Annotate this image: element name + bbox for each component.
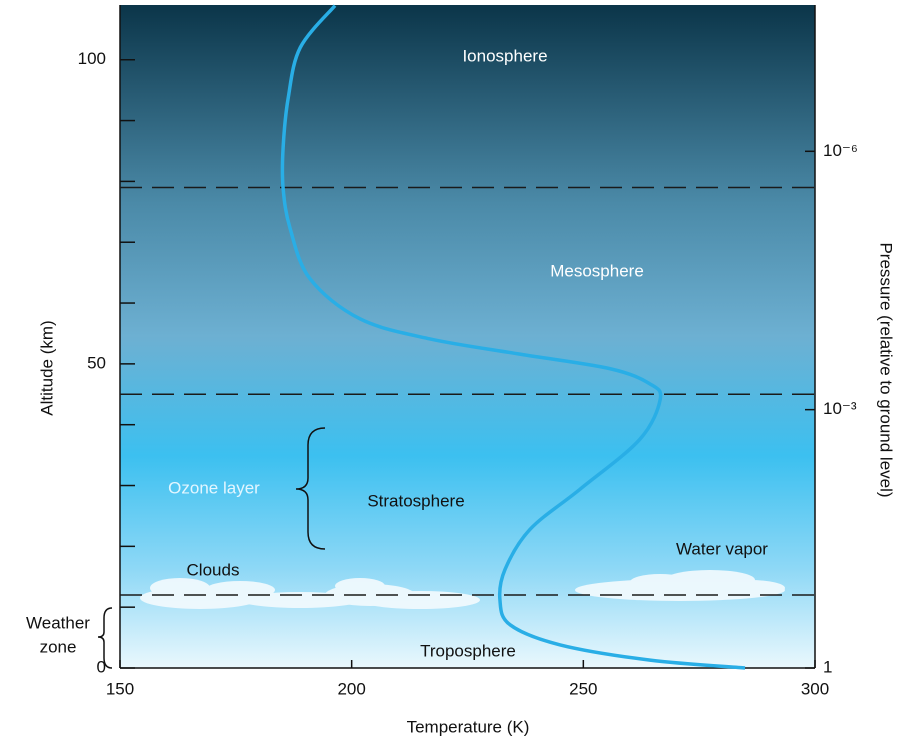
- y-axis-label: Altitude (km): [37, 320, 56, 415]
- annotation: zone: [40, 637, 77, 656]
- annotation: Water vapor: [676, 539, 768, 558]
- x-axis-label: Temperature (K): [407, 717, 530, 736]
- y-tick-label: 100: [78, 49, 106, 68]
- x-tick-label: 300: [801, 679, 829, 698]
- annotation: Stratosphere: [367, 491, 464, 510]
- y2-tick-label: 10⁻³: [823, 399, 857, 418]
- x-tick-label: 250: [569, 679, 597, 698]
- chart: Temperature (K) Altitude (km) Pressure (…: [0, 0, 901, 744]
- annotation: Ozone layer: [168, 478, 260, 497]
- annotation: Weather: [26, 613, 90, 632]
- annotation: Mesosphere: [550, 261, 644, 280]
- x-tick-label: 200: [337, 679, 365, 698]
- x-tick-label: 150: [106, 679, 134, 698]
- y2-tick-label: 1: [823, 657, 832, 676]
- y-tick-label: 0: [97, 657, 106, 676]
- annotation: Clouds: [187, 560, 240, 579]
- y2-tick-label: 10⁻⁶: [823, 141, 858, 160]
- annotation: Ionosphere: [462, 46, 547, 65]
- annotation: Troposphere: [420, 641, 516, 660]
- y-tick-label: 50: [87, 353, 106, 372]
- y2-axis-label: Pressure (relative to ground level): [877, 242, 896, 497]
